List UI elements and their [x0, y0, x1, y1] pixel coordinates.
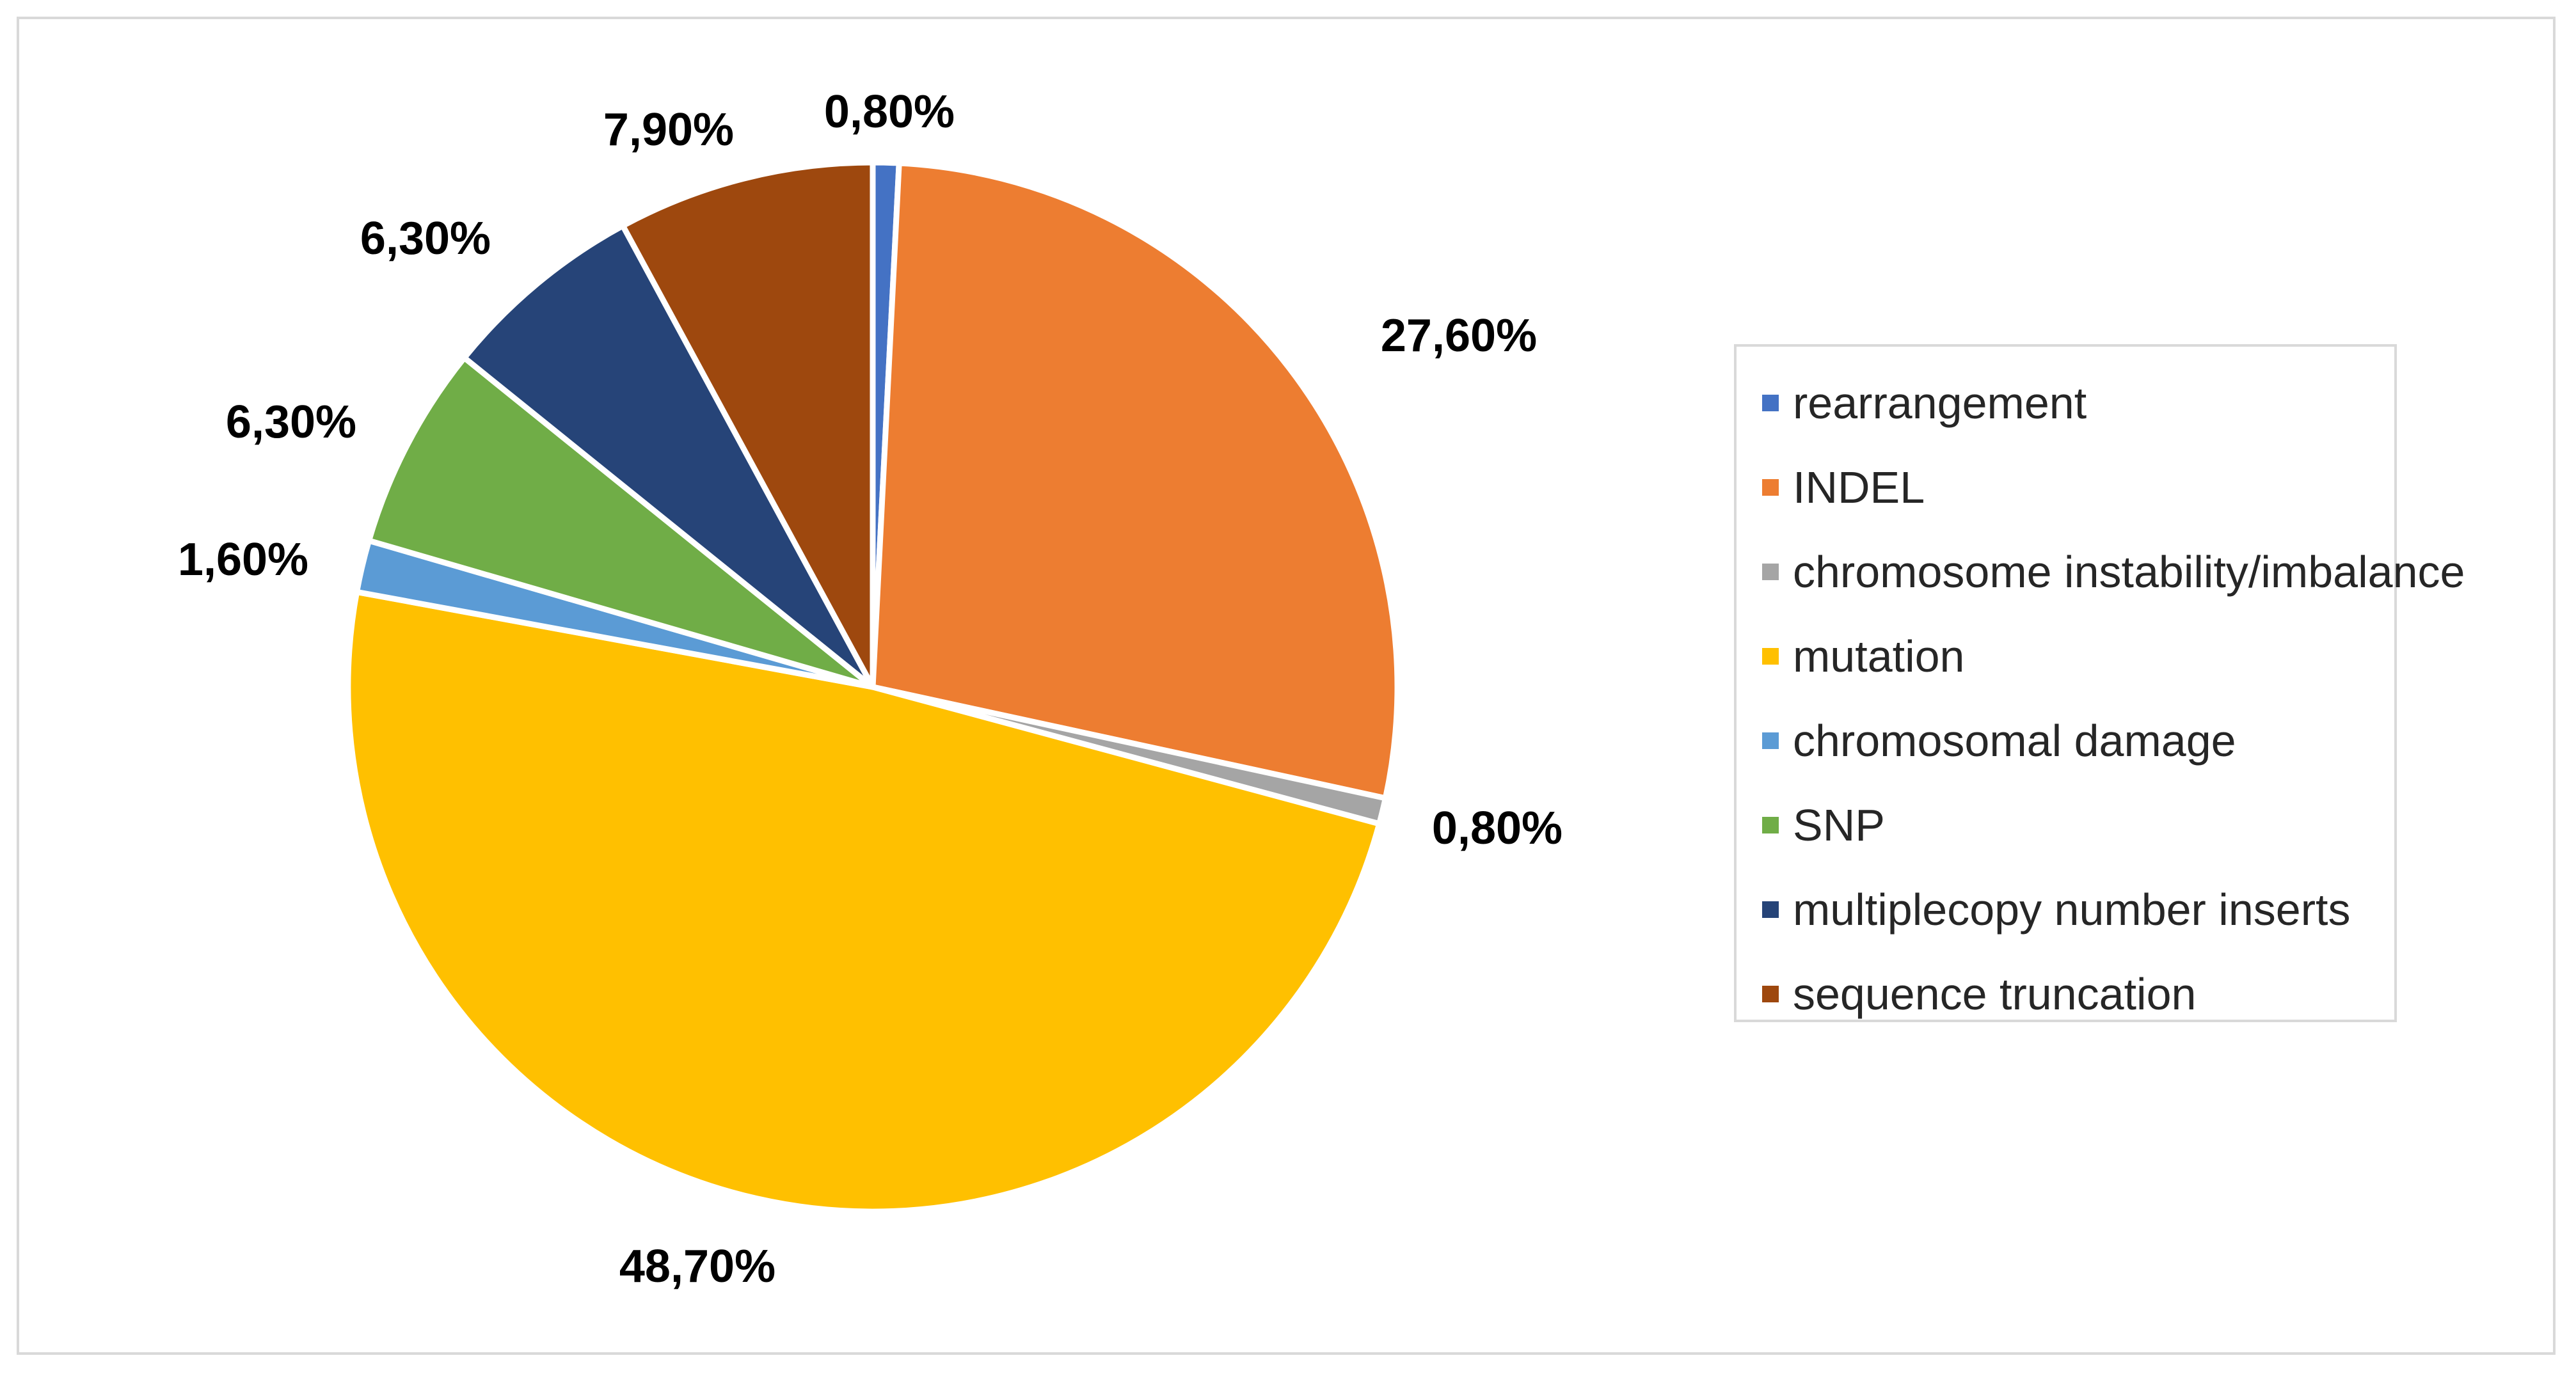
- legend-label: chromosome instability/imbalance: [1793, 547, 2465, 597]
- legend-swatch: [1762, 479, 1779, 496]
- legend-item: multiplecopy number inserts: [1737, 867, 2394, 952]
- legend-label: rearrangement: [1793, 378, 2087, 428]
- legend-swatch: [1762, 901, 1779, 918]
- data-label-sequence-truncation: 7,90%: [603, 104, 734, 155]
- data-label-chromosomal-damage: 1,60%: [178, 534, 308, 585]
- pie-slice-multiplecopy-number-inserts: [461, 223, 876, 690]
- legend-label: mutation: [1793, 631, 1965, 681]
- data-label-indel: 27,60%: [1381, 310, 1537, 361]
- legend-item: chromosomal damage: [1737, 699, 2394, 783]
- pie-slice-mutation: [345, 588, 1383, 1215]
- legend-item: INDEL: [1737, 445, 2394, 530]
- pie-slice-sequence-truncation: [619, 159, 876, 690]
- pie-slice-indel: [870, 160, 1401, 802]
- legend-swatch: [1762, 817, 1779, 833]
- legend-label: SNP: [1793, 800, 1885, 850]
- legend-item: rearrangement: [1737, 361, 2394, 445]
- legend-swatch: [1762, 732, 1779, 749]
- legend-label: sequence truncation: [1793, 969, 2197, 1019]
- legend-label: multiplecopy number inserts: [1793, 885, 2351, 935]
- pie-slices: [345, 159, 1401, 1215]
- data-label-snp: 6,30%: [226, 397, 356, 448]
- data-label-chromosome-instability-imbalance: 0,80%: [1432, 803, 1562, 854]
- legend-label: chromosomal damage: [1793, 716, 2236, 766]
- legend-label: INDEL: [1793, 462, 1925, 512]
- data-label-multiplecopy-number-inserts: 6,30%: [360, 213, 491, 264]
- pie-data-labels: 0,80% 27,60% 0,80% 48,70% 1,60% 6,30% 6,30% 7,9…: [178, 86, 1562, 1292]
- pie-slice-snp: [366, 354, 876, 690]
- legend-item: mutation: [1737, 614, 2394, 699]
- data-label-mutation: 48,70%: [619, 1241, 775, 1292]
- legend-swatch: [1762, 395, 1779, 411]
- legend-swatch: [1762, 986, 1779, 1002]
- legend-item: SNP: [1737, 783, 2394, 867]
- data-label-rearrangement: 0,80%: [824, 86, 955, 138]
- legend-item: chromosome instability/imbalance: [1737, 530, 2465, 614]
- legend: rearrangement INDEL chromosome instability…: [1734, 344, 2465, 1022]
- legend-item: sequence truncation: [1737, 952, 2394, 1036]
- legend-swatch: [1762, 648, 1779, 665]
- legend-swatch: [1762, 564, 1779, 580]
